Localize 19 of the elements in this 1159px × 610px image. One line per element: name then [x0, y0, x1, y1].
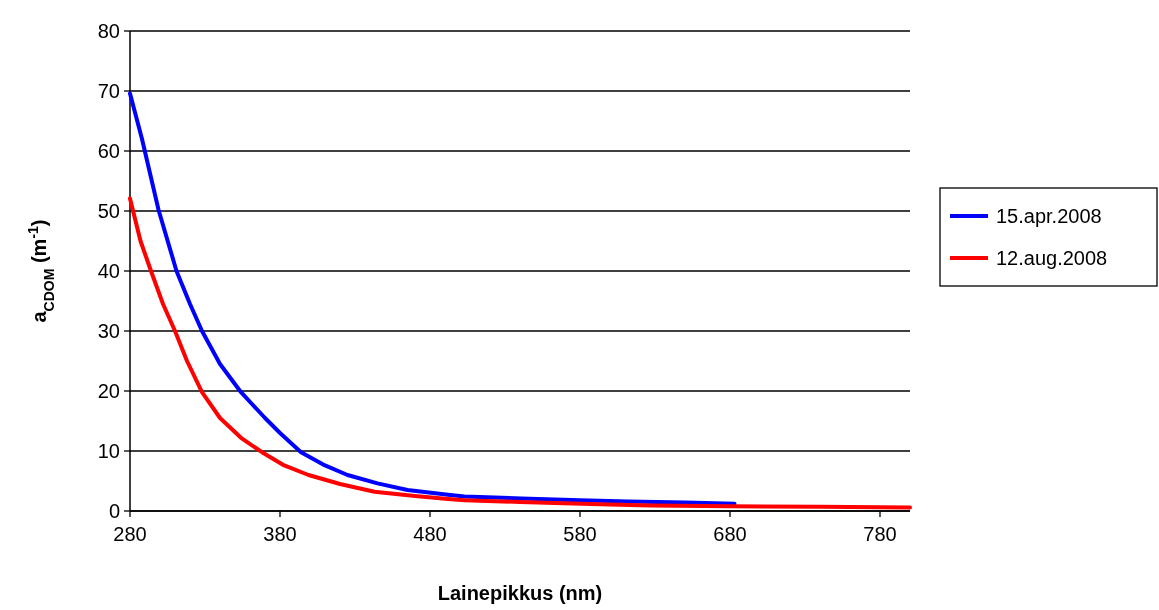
line-series: [128, 91, 737, 506]
x-tick-label: 780: [863, 523, 897, 545]
y-tick-label: 60: [97, 140, 120, 162]
y-tick-label: 10: [97, 440, 120, 462]
x-tick-label: 280: [113, 523, 147, 545]
y-tick-label: 30: [97, 320, 120, 342]
x-tick-label: 680: [713, 523, 747, 545]
x-tick-label: 480: [413, 523, 447, 545]
y-tick-label: 50: [97, 200, 120, 222]
x-axis-title: Lainepikkus (nm): [437, 582, 603, 604]
y-tick-label: 20: [97, 380, 120, 402]
y-tick-label: 80: [97, 20, 120, 42]
x-tick-label: 580: [563, 523, 597, 545]
legend-label: 12.aug.2008: [996, 247, 1108, 269]
x-tick-label: 380: [263, 523, 297, 545]
y-tick-label: 70: [97, 80, 120, 102]
y-tick-label: 40: [97, 260, 120, 282]
y-tick-label: 0: [108, 500, 120, 522]
legend-label: 15.apr.2008: [996, 205, 1102, 227]
